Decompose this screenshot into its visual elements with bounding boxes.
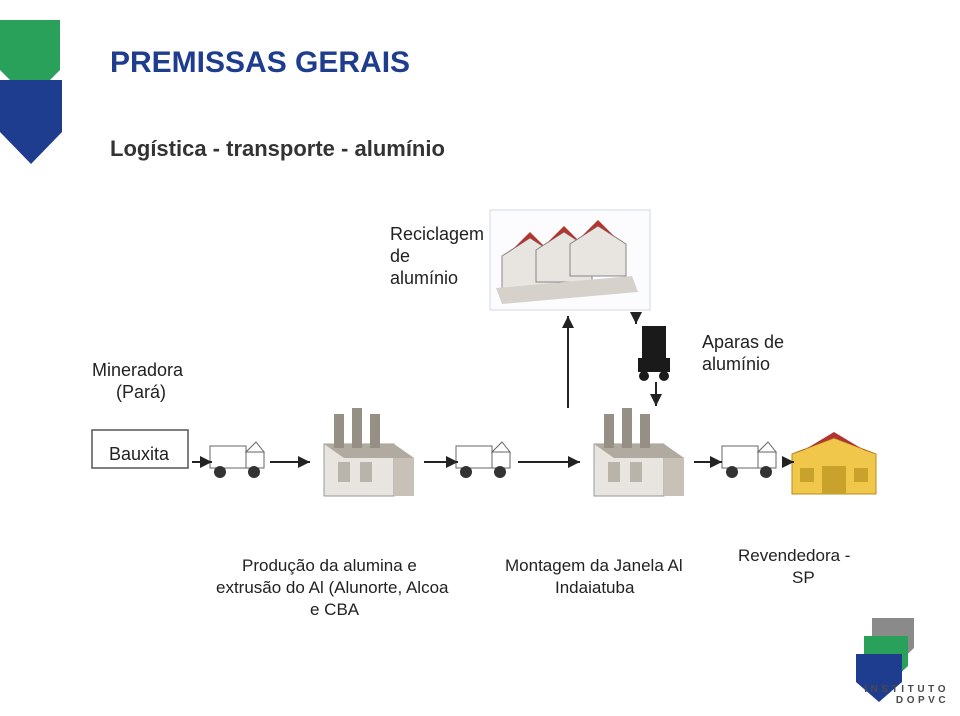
label-bauxita: Bauxita	[109, 444, 169, 466]
label-montagem: Montagem da Janela Al	[505, 556, 683, 576]
label-reciclagem: Reciclagem	[390, 224, 484, 246]
truck-icon	[210, 442, 264, 478]
label-revendedora: Revendedora -	[738, 546, 850, 566]
label-montagem: Indaiatuba	[555, 578, 634, 598]
brand-text-line: D O P V C	[896, 695, 946, 706]
label-aparas: Aparas de	[702, 332, 784, 354]
truck-icon	[456, 442, 510, 478]
truck-icon	[722, 442, 776, 478]
label-revendedora: SP	[792, 568, 815, 588]
brand-text-line: I N S T I T U T O	[864, 684, 946, 695]
diagram-canvas	[0, 0, 960, 716]
label-producao: extrusão do Al (Alunorte, Alcoa	[216, 578, 448, 598]
plant-a-icon	[324, 408, 414, 496]
label-producao: e CBA	[310, 600, 359, 620]
label-reciclagem: alumínio	[390, 268, 458, 290]
label-reciclagem: de	[390, 246, 410, 268]
label-mineradora: (Pará)	[116, 382, 166, 404]
label-producao: Produção da alumina e	[242, 556, 417, 576]
label-mineradora: Mineradora	[92, 360, 183, 382]
slide: PREMISSAS GERAIS Logística - transporte …	[0, 0, 960, 716]
truck-black-icon	[638, 326, 670, 381]
label-aparas: alumínio	[702, 354, 770, 376]
warehouse-icon	[792, 432, 876, 494]
plant-b-icon	[594, 408, 684, 496]
brand-text-bottom-right: I N S T I T U T O D O P V C	[864, 684, 946, 706]
